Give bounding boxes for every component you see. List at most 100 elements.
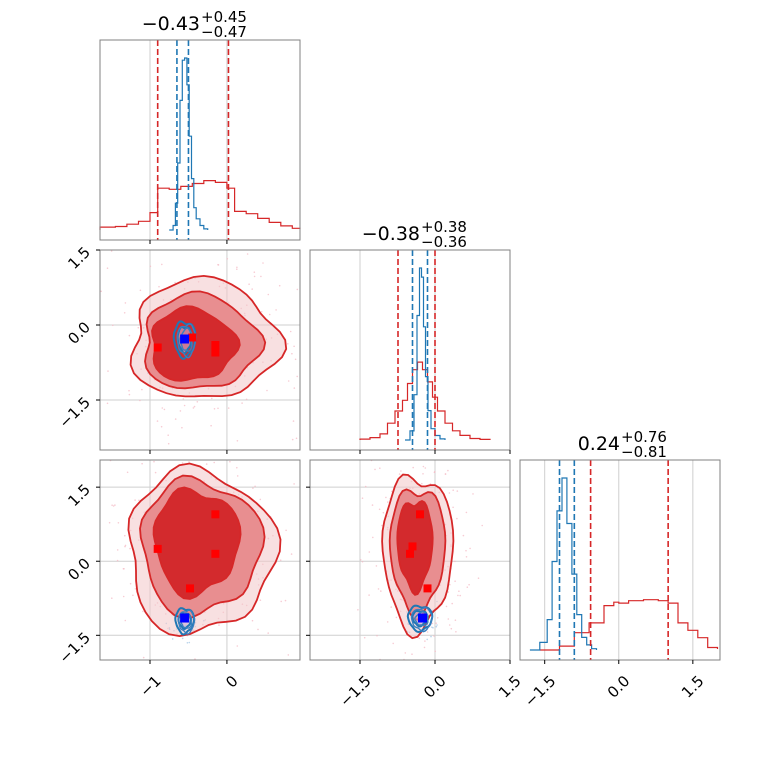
title-minus: −0.36	[421, 233, 467, 251]
panel-frame	[99, 39, 301, 241]
scatter-point	[434, 650, 437, 653]
panel-frame	[99, 459, 301, 661]
scatter-point	[412, 663, 414, 665]
scatter-point	[217, 407, 219, 410]
scatter-point	[391, 676, 393, 678]
scatter-point	[132, 594, 134, 597]
scatter-point	[100, 290, 102, 293]
scatter-point	[229, 460, 231, 463]
title-minus: −0.81	[621, 443, 667, 461]
scatter-point	[363, 636, 366, 639]
scatter-point	[236, 475, 239, 477]
x-tick-label: −1.5	[336, 672, 374, 710]
scatter-point	[126, 471, 129, 474]
blue-contour	[177, 609, 196, 635]
scatter-point	[174, 418, 177, 420]
scatter-point	[412, 466, 415, 469]
y-tick-label: 1.5	[64, 480, 94, 510]
scatter-point	[361, 497, 364, 500]
scatter-point	[304, 520, 306, 522]
scatter-point	[379, 457, 381, 459]
scatter-point	[254, 485, 256, 488]
scatter-point	[400, 470, 402, 472]
scatter-point	[74, 548, 76, 550]
scatter-point	[293, 483, 295, 485]
x-tick-label: 0.0	[604, 672, 634, 702]
scatter-point	[302, 262, 304, 264]
scatter-point	[251, 619, 254, 622]
title-param-1: −0.38 +0.38 −0.36	[362, 218, 467, 251]
title-minus: −0.47	[201, 23, 247, 41]
blue-contour	[179, 327, 193, 352]
y-tick-label: 0.0	[64, 318, 94, 348]
scatter-point	[287, 343, 289, 345]
scatter-point	[134, 588, 137, 590]
scatter-point	[296, 288, 299, 291]
scatter-point	[139, 289, 142, 292]
blue-contour	[414, 611, 429, 627]
scatter-point	[454, 560, 456, 563]
pair-panel-0-1	[65, 217, 324, 488]
scatter-point	[285, 529, 287, 532]
scatter-point	[451, 602, 454, 605]
scatter-point	[161, 407, 164, 409]
scatter-point	[194, 658, 196, 660]
scatter-point	[98, 217, 100, 219]
red-marker	[408, 542, 417, 551]
scatter-point	[110, 250, 113, 252]
scatter-point	[252, 487, 254, 489]
scatter-point	[112, 505, 115, 507]
scatter-point	[459, 594, 462, 597]
scatter-point	[236, 466, 238, 469]
diag-panel-2	[519, 459, 721, 664]
scatter-point	[134, 499, 136, 501]
scatter-point	[116, 559, 119, 562]
scatter-point	[188, 461, 190, 463]
scatter-point	[477, 577, 480, 579]
scatter-point	[436, 617, 439, 619]
scatter-point	[179, 664, 181, 666]
scatter-point	[65, 486, 67, 488]
scatter-point	[289, 330, 292, 333]
scatter-point	[435, 622, 438, 624]
scatter-point	[313, 594, 315, 596]
scatter-point	[322, 402, 324, 404]
scatter-point	[141, 388, 143, 391]
scatter-point	[124, 619, 127, 622]
scatter-point	[251, 288, 253, 290]
scatter-point	[426, 638, 429, 641]
y-tick-label: −1.5	[56, 393, 94, 431]
scatter-point	[287, 654, 290, 656]
scatter-point	[392, 642, 395, 645]
scatter-point	[431, 622, 434, 625]
scatter-point	[481, 524, 484, 527]
blue-contour	[410, 606, 434, 633]
scatter-point	[245, 398, 248, 401]
red-marker	[186, 584, 194, 593]
scatter-point	[278, 284, 281, 287]
scatter-point	[106, 402, 109, 405]
scatter-point	[142, 610, 144, 613]
scatter-point	[171, 638, 174, 640]
scatter-point	[422, 465, 425, 468]
scatter-point	[156, 420, 159, 422]
scatter-point	[435, 625, 438, 628]
scatter-point	[220, 456, 222, 458]
scatter-point	[181, 462, 184, 464]
scatter-point	[319, 334, 321, 336]
scatter-point	[454, 580, 456, 582]
panel-frame	[519, 459, 721, 661]
scatter-point	[433, 635, 435, 637]
scatter-point	[204, 668, 206, 670]
scatter-point	[465, 556, 468, 558]
red-histogram	[99, 180, 301, 230]
scatter-point	[203, 436, 205, 438]
scatter-point	[450, 627, 453, 630]
scatter-point	[236, 266, 238, 269]
scatter-point	[88, 323, 90, 325]
scatter-point	[455, 695, 457, 697]
scatter-point	[123, 312, 126, 314]
scatter-point	[465, 549, 467, 552]
red-marker	[423, 584, 432, 593]
y-tick-label: 1.5	[64, 243, 94, 273]
